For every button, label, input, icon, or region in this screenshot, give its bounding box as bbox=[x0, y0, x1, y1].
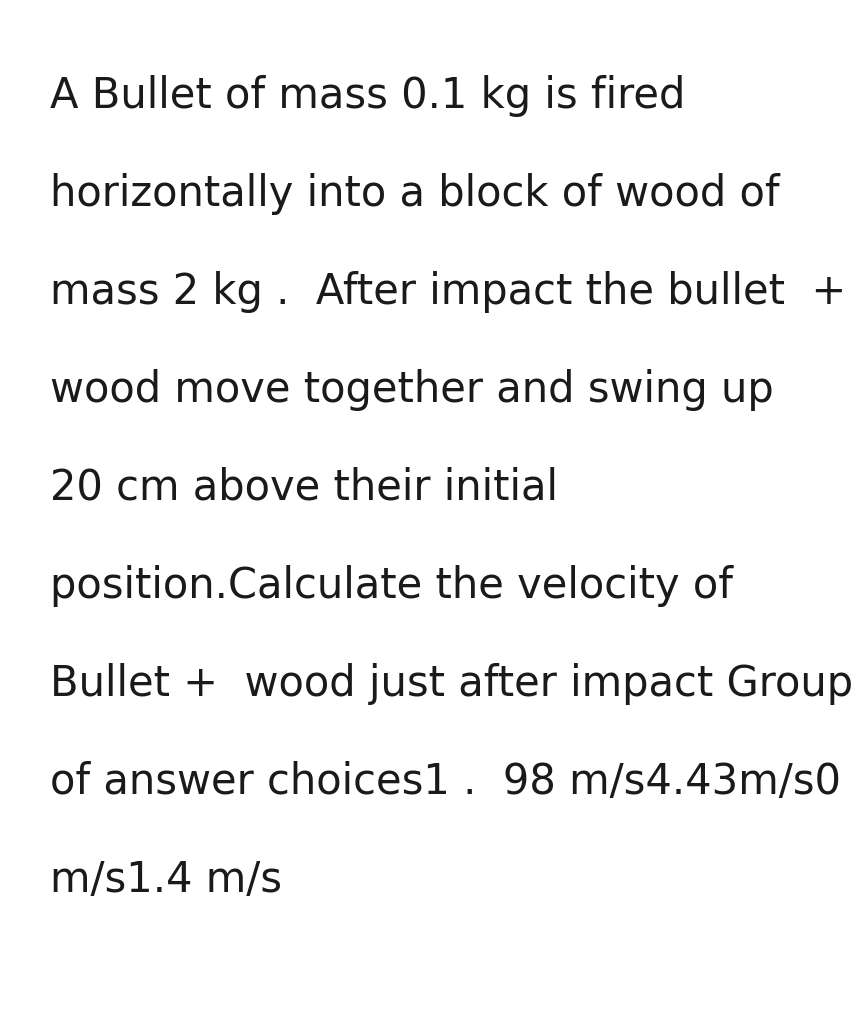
Text: position.Calculate the velocity of: position.Calculate the velocity of bbox=[50, 565, 733, 607]
Text: mass 2 kg .  After impact the bullet  +: mass 2 kg . After impact the bullet + bbox=[50, 271, 847, 313]
Text: A Bullet of mass 0.1 kg is fired: A Bullet of mass 0.1 kg is fired bbox=[50, 75, 686, 117]
Text: of answer choices1 .  98 m/s4.43m/s0: of answer choices1 . 98 m/s4.43m/s0 bbox=[50, 761, 841, 803]
Text: horizontally into a block of wood of: horizontally into a block of wood of bbox=[50, 173, 780, 215]
Text: Bullet +  wood just after impact Group: Bullet + wood just after impact Group bbox=[50, 663, 853, 705]
Text: wood move together and swing up: wood move together and swing up bbox=[50, 369, 774, 411]
Text: 20 cm above their initial: 20 cm above their initial bbox=[50, 467, 558, 509]
Text: m/s1.4 m/s: m/s1.4 m/s bbox=[50, 859, 282, 901]
